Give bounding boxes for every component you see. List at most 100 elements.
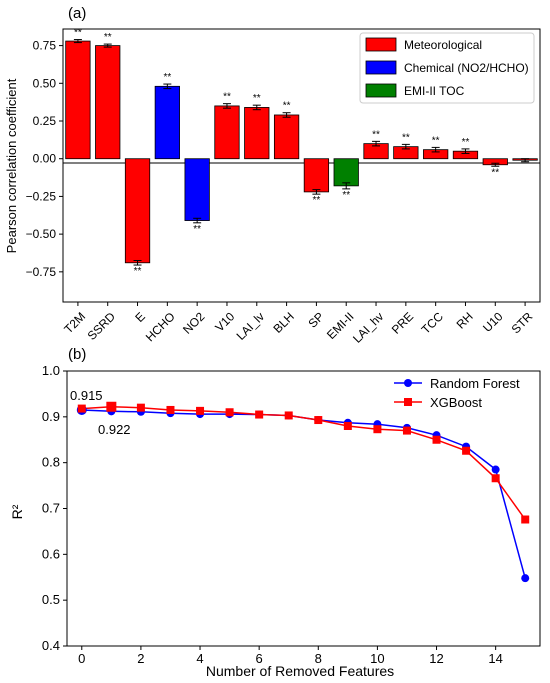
legend-swatch-emi	[365, 83, 397, 98]
panel-b-y-ticks: 0.4 0.5 0.6 0.7 0.8 0.9 1.0	[42, 363, 67, 653]
point-xgboost	[225, 408, 234, 417]
panel-a: (a) Pearson correlation coefficient −0.7…	[4, 5, 541, 346]
panel-a-bars: ** ** ** ** ** ** ** ** ** ** ** ** ** ** **	[65, 28, 538, 277]
significance-label-ssrd: **	[104, 32, 112, 43]
significance-label-rh: **	[462, 137, 470, 148]
point-xgboost	[196, 406, 205, 415]
point-xgboost	[136, 403, 145, 412]
legend-label-emi: EMI-II TOC	[404, 84, 465, 98]
legend-label-xgboost: XGBoost	[430, 395, 482, 410]
panel-a-y-axis-title: Pearson correlation coefficient	[4, 78, 19, 253]
point-xgboost	[343, 422, 352, 430]
panel-b-series	[76, 401, 530, 583]
significance-label-v10: **	[223, 92, 231, 103]
legend-marker-xgboost	[404, 398, 412, 406]
x-tick-label-v10: V10	[212, 309, 237, 334]
x-tick-label-tcc: TCC	[419, 309, 447, 337]
x-tick-label-str: STR	[509, 309, 536, 336]
point-xgboost	[402, 426, 411, 435]
significance-label-t2m: **	[74, 28, 82, 39]
bar-ssrd	[95, 45, 121, 160]
x-tick-label: 2	[137, 651, 144, 666]
y-tick-label: 0.7	[42, 501, 60, 516]
point-xgboost	[521, 515, 530, 524]
point-random-forest	[491, 465, 500, 474]
x-tick-label-rh: RH	[454, 309, 476, 331]
bar-sp	[303, 158, 330, 193]
y-tick-label: 0.5	[42, 592, 60, 607]
x-tick-label-hcho: HCHO	[143, 309, 178, 344]
bar-no2	[184, 158, 210, 221]
x-tick-label: 12	[429, 651, 443, 666]
series-line-random-forest	[81, 409, 526, 579]
point-xgboost	[373, 425, 382, 434]
panel-a-y-ticks: −0.75 −0.50 −0.25 0.00 0.25 0.50 0.75	[26, 39, 63, 279]
x-tick-label-sp: SP	[306, 309, 327, 330]
y-tick-label: 0.75	[33, 39, 57, 53]
legend-swatch-chemical	[365, 60, 397, 75]
panel-b-x-axis-title: Number of Removed Features	[206, 663, 394, 679]
x-tick-label: 8	[315, 651, 322, 666]
point-xgboost	[491, 474, 500, 483]
point-xgboost	[77, 404, 86, 413]
y-tick-label: −0.75	[26, 265, 57, 279]
bar-t2m	[65, 40, 91, 160]
annotation-rf-value: 0.915	[70, 388, 103, 403]
point-xgboost	[462, 446, 471, 455]
y-tick-label: 0.50	[33, 76, 57, 90]
x-tick-label: 14	[488, 651, 502, 666]
bar-v10	[214, 105, 240, 160]
y-tick-label: 0.4	[42, 638, 60, 653]
series-line-xgboost	[81, 406, 526, 520]
y-tick-label: 0.6	[42, 546, 60, 561]
point-random-forest	[521, 574, 530, 583]
x-tick-label-no2: NO2	[180, 309, 208, 337]
x-tick-label: 6	[256, 651, 263, 666]
significance-label-sp: **	[313, 195, 321, 206]
legend-marker-random-forest	[404, 379, 412, 387]
point-xgboost	[255, 410, 264, 419]
significance-label-u10: **	[491, 167, 499, 178]
x-tick-label: 10	[370, 651, 384, 666]
bar-blh	[273, 114, 300, 160]
significance-label-hcho: **	[163, 72, 171, 83]
significance-label-emi-ii: **	[342, 190, 350, 201]
point-xgboost	[314, 416, 323, 425]
legend-label-meteorological: Meteorological	[404, 38, 482, 52]
significance-label-e: **	[134, 266, 142, 277]
y-tick-label: 0.9	[42, 409, 60, 424]
x-tick-label-u10: U10	[480, 309, 506, 335]
panel-b-x-ticks: 0 2 4 6 8 10 12 14	[78, 646, 503, 666]
point-xgboost	[166, 405, 175, 414]
x-tick-label-pre: PRE	[389, 309, 416, 336]
significance-label-no2: **	[193, 224, 201, 235]
panel-a-legend-box	[359, 32, 535, 104]
significance-label-lai-hv: **	[372, 129, 380, 140]
x-tick-label-lai-lv: LAI_lv	[234, 309, 267, 342]
legend-swatch-meteorological	[365, 37, 397, 52]
panel-b-label: (b)	[68, 346, 86, 363]
x-tick-label: 0	[78, 651, 85, 666]
y-tick-label: 1.0	[42, 363, 60, 378]
bar-e	[124, 158, 151, 264]
panel-b-y-axis-title: R²	[9, 504, 25, 519]
panel-b-legend: Random Forest XGBoost	[394, 376, 520, 410]
x-tick-label-e: E	[132, 309, 148, 325]
panel-a-legend: Meteorological Chemical (NO2/HCHO) EMI-I…	[359, 32, 535, 104]
annotation-xgb-value: 0.922	[98, 422, 131, 437]
y-tick-label: −0.50	[26, 227, 57, 241]
panel-b: (b) R² Number of Removed Features 0.4 0.5…	[9, 346, 541, 679]
x-tick-label-ssrd: SSRD	[85, 309, 119, 343]
x-tick-label-blh: BLH	[271, 309, 297, 335]
significance-label-blh: **	[283, 101, 291, 112]
y-tick-label: 0.00	[33, 152, 57, 166]
legend-label-chemical: Chemical (NO2/HCHO)	[404, 61, 529, 75]
panel-a-plot-frame	[62, 28, 541, 303]
point-xgboost	[432, 435, 441, 444]
significance-label-pre: **	[402, 132, 410, 143]
panel-a-label: (a)	[68, 5, 86, 22]
y-tick-label: 0.25	[33, 114, 57, 128]
significance-label-tcc: **	[432, 135, 440, 146]
